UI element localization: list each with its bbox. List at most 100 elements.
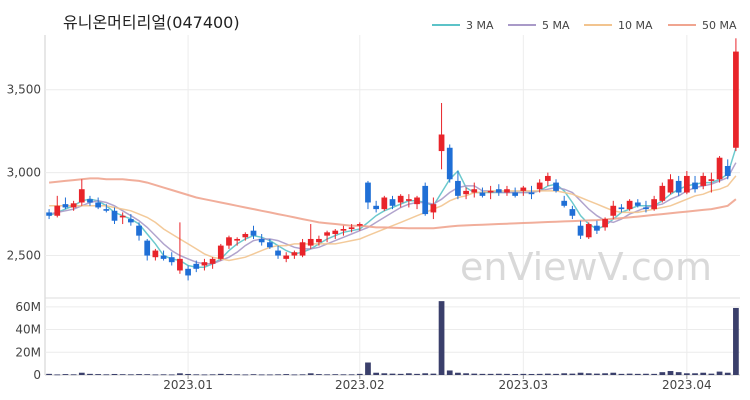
volume-bar bbox=[455, 372, 461, 375]
candle-body bbox=[512, 192, 519, 196]
x-tick-label: 2023.04 bbox=[662, 378, 712, 392]
axis-layer: 2,500 3,000 3,500 0 20M 40M 60M 2023.01 2023.02 2… bbox=[7, 83, 712, 392]
candle-body bbox=[152, 250, 159, 258]
volume-bar bbox=[234, 374, 241, 376]
volume-bar bbox=[217, 373, 224, 375]
volume-bar bbox=[683, 373, 690, 375]
volume-bar bbox=[643, 373, 649, 375]
candle-body bbox=[111, 210, 118, 221]
candle-body bbox=[54, 205, 61, 216]
candle-body bbox=[659, 185, 666, 201]
candle-body bbox=[675, 180, 682, 193]
candle-body bbox=[209, 258, 216, 264]
volume-tick-label: 0 bbox=[33, 368, 41, 382]
x-tick-label: 2023.02 bbox=[335, 378, 385, 392]
volume-bar bbox=[700, 372, 707, 375]
candle-body bbox=[160, 255, 167, 259]
volume-bar bbox=[242, 374, 249, 376]
volume-bar bbox=[348, 374, 355, 376]
volume-bar bbox=[316, 374, 322, 375]
candle-body bbox=[307, 238, 314, 246]
candle-body bbox=[446, 147, 453, 180]
x-tick-label: 2023.03 bbox=[499, 378, 549, 392]
price-tick-label: 2,500 bbox=[7, 249, 41, 263]
candle-body bbox=[479, 192, 486, 196]
volume-bar bbox=[136, 374, 142, 375]
candle-body bbox=[266, 242, 273, 248]
candle-body bbox=[291, 252, 298, 256]
candle-body bbox=[422, 185, 429, 215]
candle-body bbox=[283, 255, 290, 259]
volume-bar bbox=[160, 374, 167, 376]
volume-tick-label: 40M bbox=[15, 323, 41, 337]
volume-layer bbox=[46, 301, 739, 376]
volume-bar bbox=[119, 374, 126, 376]
volume-bar bbox=[504, 373, 510, 375]
volume-bar bbox=[111, 373, 118, 375]
candle-body bbox=[373, 205, 380, 210]
volume-bar bbox=[324, 374, 330, 376]
candle-body bbox=[381, 197, 388, 210]
candle-body bbox=[226, 237, 232, 246]
candle-body bbox=[667, 179, 674, 193]
candle-body bbox=[626, 200, 633, 210]
candle-body bbox=[193, 263, 200, 269]
candle-body bbox=[536, 182, 543, 190]
candle-body bbox=[438, 134, 445, 152]
price-tick-label: 3,000 bbox=[7, 166, 41, 180]
volume-bar bbox=[569, 373, 576, 375]
volume-bar bbox=[520, 373, 527, 375]
volume-bar bbox=[675, 372, 682, 375]
volume-bar bbox=[144, 374, 151, 376]
candle-body bbox=[185, 268, 191, 276]
candle-body bbox=[692, 182, 698, 190]
candle-body bbox=[520, 187, 527, 191]
candle-body bbox=[594, 225, 600, 231]
x-tick-label: 2023.01 bbox=[163, 378, 213, 392]
volume-bar bbox=[201, 374, 208, 376]
candle-body bbox=[234, 238, 241, 241]
candle-body bbox=[95, 202, 102, 208]
candle-body bbox=[258, 238, 265, 243]
candle-body bbox=[585, 224, 592, 238]
candle-body bbox=[332, 230, 339, 234]
volume-bar bbox=[479, 373, 486, 375]
volume-bar bbox=[78, 372, 85, 375]
legend-swatch-10ma bbox=[584, 24, 612, 26]
candle-body bbox=[487, 190, 494, 193]
volume-bar bbox=[446, 370, 453, 375]
ma50-line bbox=[49, 177, 737, 230]
candle-body bbox=[356, 224, 363, 226]
candle-body bbox=[136, 225, 142, 236]
volume-bar bbox=[185, 373, 191, 375]
volume-bar bbox=[495, 373, 502, 375]
volume-bar bbox=[544, 373, 551, 375]
volume-bar bbox=[692, 373, 698, 375]
volume-bar bbox=[177, 373, 183, 375]
volume-bar bbox=[733, 307, 739, 375]
volume-bar bbox=[299, 374, 306, 376]
volume-bar bbox=[152, 374, 159, 376]
volume-bar bbox=[438, 301, 445, 375]
volume-tick-label: 60M bbox=[15, 300, 41, 314]
volume-bar bbox=[708, 373, 715, 375]
volume-bar bbox=[651, 373, 658, 375]
volume-bar bbox=[168, 374, 175, 376]
candle-body bbox=[405, 199, 412, 201]
candle-body bbox=[724, 166, 731, 176]
candle-body bbox=[651, 199, 658, 210]
volume-bar bbox=[103, 374, 110, 376]
legend-item-5ma: 5 MA bbox=[508, 18, 570, 32]
candle-body bbox=[217, 245, 224, 259]
candle-body bbox=[643, 207, 649, 210]
volume-bar bbox=[716, 371, 723, 375]
candle-body bbox=[397, 195, 404, 203]
price-tick-label: 3,500 bbox=[7, 83, 41, 97]
candle-body bbox=[242, 233, 249, 238]
legend-item-3ma: 3 MA bbox=[432, 18, 494, 32]
volume-bar bbox=[618, 373, 625, 375]
volume-bar bbox=[463, 373, 469, 375]
candle-body bbox=[561, 200, 568, 206]
candle-body bbox=[168, 257, 175, 263]
